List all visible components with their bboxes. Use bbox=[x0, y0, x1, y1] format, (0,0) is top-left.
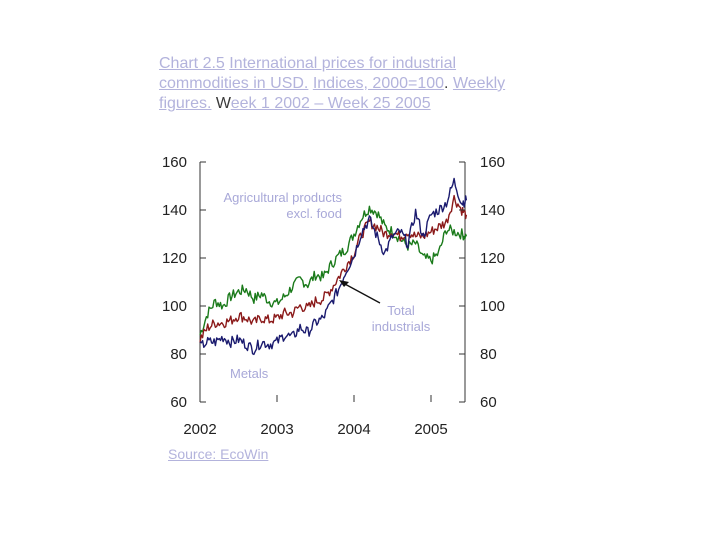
chart-title-separator: . bbox=[444, 75, 449, 92]
x-tick-label: 2005 bbox=[414, 421, 447, 438]
chart-title-text-4: eek 1 2002 – Week 25 2005 bbox=[230, 95, 431, 112]
y-tick-label-right: 60 bbox=[480, 394, 497, 411]
y-tick-label-left: 80 bbox=[170, 346, 187, 363]
annotation-arrowhead bbox=[339, 280, 349, 287]
y-tick-label-right: 160 bbox=[480, 154, 505, 171]
annotation-line: excl. food bbox=[286, 206, 342, 221]
annotation-line: Agricultural products bbox=[224, 190, 343, 205]
annotation-line: Metals bbox=[230, 366, 269, 381]
annotation-metals: Metals bbox=[230, 366, 269, 381]
y-tick-label-left: 100 bbox=[162, 298, 187, 315]
ticks-layer: 60 60 80 80 100 100 120 120 140 140 160 160 2002 2003… bbox=[162, 154, 505, 438]
x-tick-label: 2004 bbox=[337, 421, 370, 438]
y-tick-label-left: 60 bbox=[170, 394, 187, 411]
y-tick-label-left: 140 bbox=[162, 202, 187, 219]
annotation-line: Total bbox=[387, 303, 415, 318]
chart-number: Chart 2.5 bbox=[159, 55, 225, 72]
y-tick-label-right: 120 bbox=[480, 250, 505, 267]
chart-title-text-1: International prices for industrial comm… bbox=[159, 55, 457, 92]
chart-title-text-2: Indices, 2000=100 bbox=[312, 75, 445, 92]
y-tick-label-left: 160 bbox=[162, 154, 187, 171]
chart-title-w: W bbox=[215, 95, 231, 112]
annotation-agri: Agricultural products excl. food bbox=[224, 190, 343, 221]
chart-title: Chart 2.5 International prices for indus… bbox=[159, 54, 509, 114]
annotation-total: Total industrials bbox=[372, 303, 431, 334]
chart-title-text-3: Weekly figures. bbox=[159, 75, 506, 112]
source-note: Source: EcoWin bbox=[168, 446, 269, 462]
series-line-agri bbox=[199, 205, 468, 336]
annotation-arrow bbox=[342, 282, 381, 304]
y-tick-label-right: 80 bbox=[480, 346, 497, 363]
annotation-line: industrials bbox=[372, 319, 431, 334]
y-tick-label-left: 120 bbox=[162, 250, 187, 267]
x-tick-label: 2002 bbox=[183, 421, 216, 438]
y-tick-label-right: 100 bbox=[480, 298, 505, 315]
series-line-metals bbox=[199, 177, 468, 356]
x-tick-label: 2003 bbox=[260, 421, 293, 438]
series-line-total bbox=[199, 194, 468, 343]
y-tick-label-right: 140 bbox=[480, 202, 505, 219]
annotation-layer: Agricultural products excl. food Total indu… bbox=[224, 190, 431, 381]
series-layer bbox=[199, 177, 468, 356]
